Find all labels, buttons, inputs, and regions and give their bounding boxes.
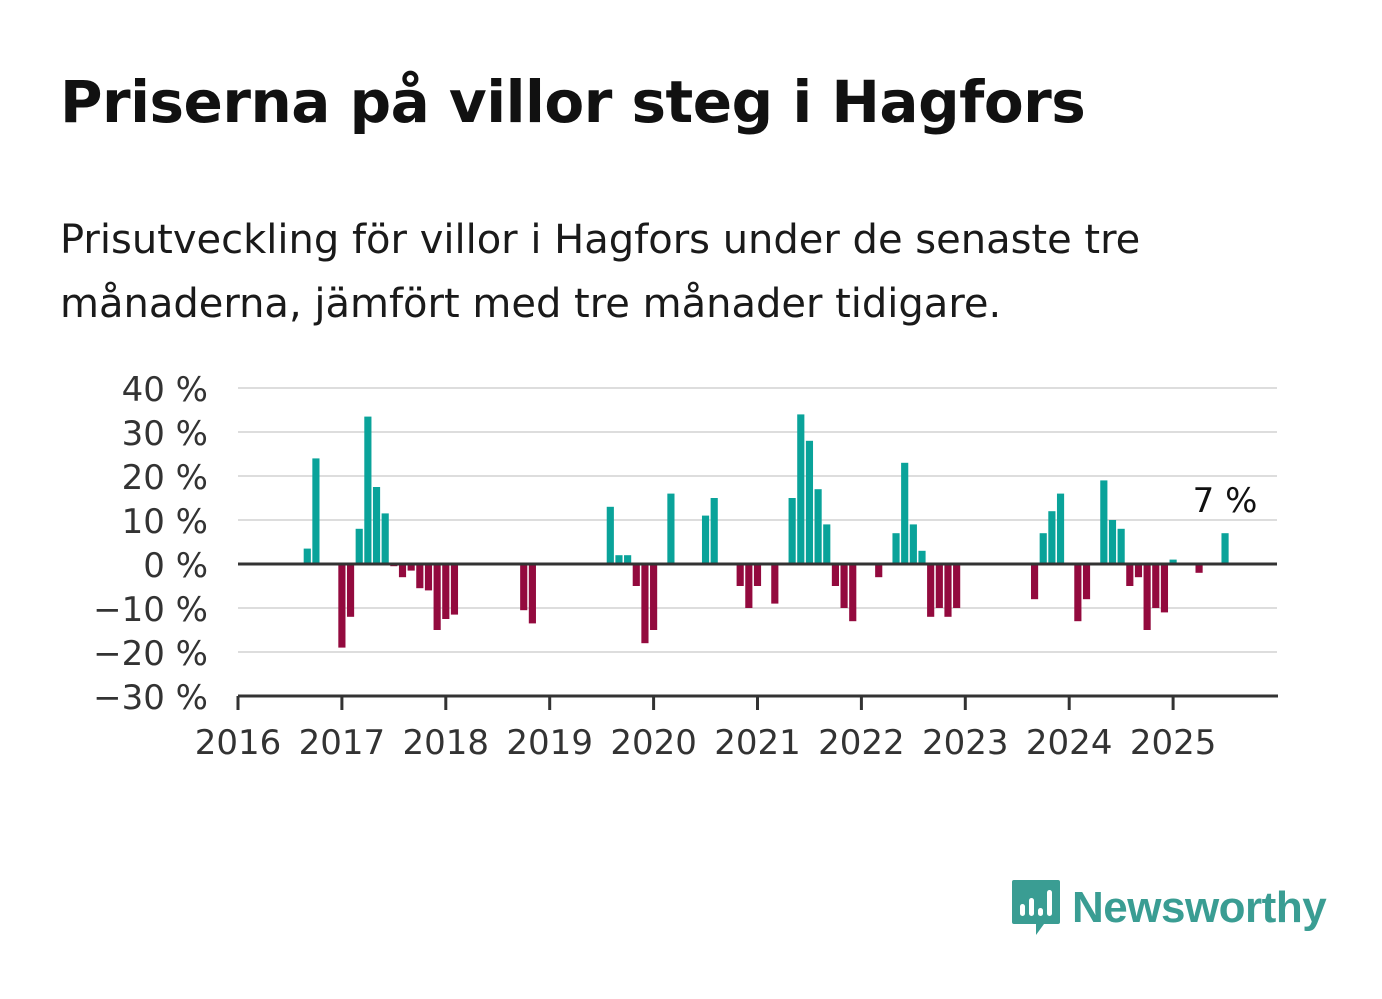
x-tick-label: 2025 (1130, 723, 1217, 763)
bar (398, 564, 407, 578)
bar (1030, 564, 1039, 600)
y-tick-label: −20 % (93, 634, 208, 674)
bar (450, 564, 459, 615)
bar (381, 513, 389, 564)
y-tick-label: 0 % (143, 546, 208, 586)
bar (364, 416, 372, 564)
bar (606, 506, 614, 564)
bar (771, 564, 779, 604)
bar (1039, 533, 1047, 564)
x-tick-label: 2022 (818, 723, 905, 763)
bar (814, 489, 822, 564)
bar (1100, 480, 1108, 564)
bar (424, 564, 433, 591)
bar (624, 555, 632, 564)
bar (1117, 528, 1125, 564)
bar (788, 498, 796, 564)
bar (312, 458, 320, 564)
logo-text: Newsworthy (1072, 883, 1327, 932)
bar (736, 564, 744, 586)
bar (823, 524, 831, 564)
bar (831, 564, 840, 586)
bar (840, 564, 848, 608)
x-tick-label: 2024 (1026, 723, 1113, 763)
bar (528, 564, 536, 624)
bar (346, 564, 355, 617)
tick-labels: 40 %30 %20 %10 %0 %−10 %−20 %−30 % 2016 20… (93, 370, 1257, 763)
bar (1160, 564, 1169, 613)
axes (236, 562, 1278, 710)
bar (1221, 533, 1229, 564)
bar (1126, 564, 1134, 586)
bar (1143, 564, 1151, 630)
newsworthy-logo: Newsworthy (1010, 878, 1327, 938)
bar (416, 564, 424, 589)
y-tick-label: 20 % (122, 458, 208, 498)
x-tick-label: 2017 (299, 723, 386, 763)
bar (1169, 559, 1177, 564)
bar (407, 564, 415, 571)
bar (372, 487, 381, 564)
bar (797, 414, 805, 564)
bar (918, 550, 926, 564)
bar (953, 564, 961, 608)
bar (701, 515, 710, 564)
bar (1056, 493, 1065, 564)
bar (615, 555, 623, 564)
bar (667, 493, 675, 564)
newsworthy-logo-icon (1012, 880, 1060, 935)
bar (303, 548, 311, 564)
bar (944, 564, 952, 617)
x-tick-label: 2019 (506, 723, 593, 763)
y-tick-label: 10 % (122, 502, 208, 542)
y-tick-label: 30 % (122, 414, 208, 454)
bar (442, 564, 450, 619)
bar (909, 524, 917, 564)
bar (753, 564, 762, 586)
y-tick-label: −30 % (93, 678, 208, 718)
bar (927, 564, 935, 617)
annotation-label: 7 % (1193, 481, 1258, 521)
bar (520, 564, 528, 611)
y-tick-label: −10 % (93, 590, 208, 630)
gridlines (238, 387, 1277, 653)
bars (303, 414, 1229, 648)
x-tick-label: 2020 (610, 723, 697, 763)
bar (1074, 564, 1082, 622)
x-tick-label: 2023 (922, 723, 1009, 763)
y-tick-label: 40 % (122, 370, 208, 410)
bar (632, 564, 640, 586)
bar (875, 564, 883, 578)
bar (1082, 564, 1091, 600)
bar (433, 564, 441, 630)
bar (805, 440, 814, 564)
bar (1048, 511, 1056, 564)
x-tick-label: 2016 (195, 723, 282, 763)
bar (1152, 564, 1160, 608)
bar (935, 564, 943, 608)
x-tick-label: 2018 (403, 723, 490, 763)
bar (892, 533, 900, 564)
chart-title: Priserna på villor steg i Hagfors (60, 68, 1086, 136)
bar (641, 564, 649, 644)
bar (338, 564, 346, 648)
bar (1195, 564, 1203, 573)
bar (901, 462, 909, 564)
bar (745, 564, 753, 608)
bar (1108, 520, 1117, 564)
x-tick-label: 2021 (714, 723, 801, 763)
bar (650, 564, 658, 630)
bar (355, 528, 363, 564)
chart-subtitle: Prisutveckling för villor i Hagfors unde… (60, 217, 1141, 327)
bar (710, 498, 718, 564)
bar (849, 564, 857, 622)
bar (1134, 564, 1143, 578)
